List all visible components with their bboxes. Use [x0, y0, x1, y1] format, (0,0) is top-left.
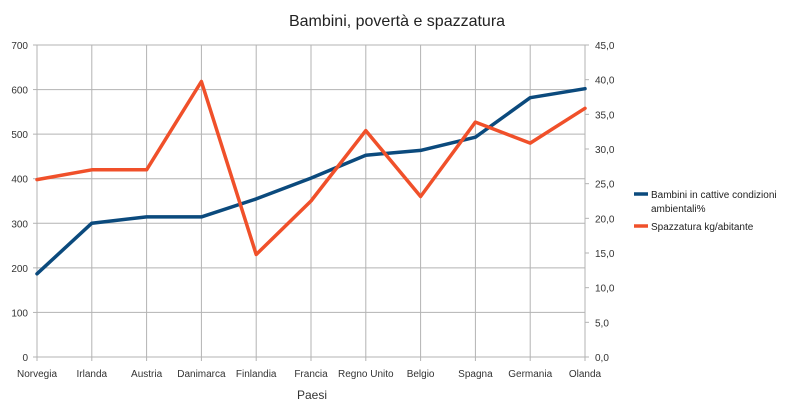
legend: Bambini in cattive condizioni ambientali%… [634, 190, 777, 233]
y-right-tick-label: 0,0 [595, 353, 609, 364]
x-tick-label: Danimarca [177, 369, 226, 380]
legend-label-0: ambientali% [651, 204, 706, 215]
x-tick-label: Austria [131, 369, 163, 380]
y-right-tick-label: 20,0 [595, 214, 615, 225]
y-left-tick-label: 0 [22, 353, 28, 364]
y-right-tick-label: 15,0 [595, 249, 615, 260]
y-right-tick-label: 25,0 [595, 180, 615, 191]
legend-label-1: Spazzatura kg/abitante [651, 222, 754, 233]
x-tick-label: Spagna [458, 369, 493, 380]
series-line-1 [35, 79, 587, 257]
x-tick-label: Norvegia [17, 369, 57, 380]
y-right-tick-label: 45,0 [595, 41, 615, 52]
x-axis-title: Paesi [297, 388, 327, 402]
series-line-0 [35, 86, 587, 276]
y-right-tick-label: 5,0 [595, 318, 609, 329]
x-tick-label: Irlanda [77, 369, 108, 380]
x-tick-label: Belgio [407, 369, 435, 380]
y-left-tick-label: 700 [11, 41, 28, 52]
y-right-tick-label: 30,0 [595, 145, 615, 156]
y-left-tick-label: 100 [11, 308, 28, 319]
y-right-tick-label: 40,0 [595, 76, 615, 87]
legend-label-0: Bambini in cattive condizioni [651, 190, 777, 201]
y-right-tick-label: 10,0 [595, 284, 615, 295]
y-left-tick-label: 600 [11, 86, 28, 97]
y-left-tick-label: 500 [11, 130, 28, 141]
y-left-tick-label: 300 [11, 219, 28, 230]
series-layer [35, 79, 587, 276]
x-tick-label: Regno Unito [338, 369, 394, 380]
x-tick-label: Francia [294, 369, 328, 380]
x-tick-label: Olanda [569, 369, 602, 380]
y-right-tick-label: 35,0 [595, 110, 615, 121]
x-tick-label: Finlandia [236, 369, 277, 380]
x-tick-label: Germania [508, 369, 552, 380]
chart-title: Bambini, povertà e spazzatura [289, 13, 505, 30]
axes-layer: 0 100 200 300 400 500 600 700 0,0 5,0 10,0 15,0 20,0… [11, 41, 615, 380]
y-left-tick-label: 400 [11, 175, 28, 186]
y-left-tick-label: 200 [11, 264, 28, 275]
